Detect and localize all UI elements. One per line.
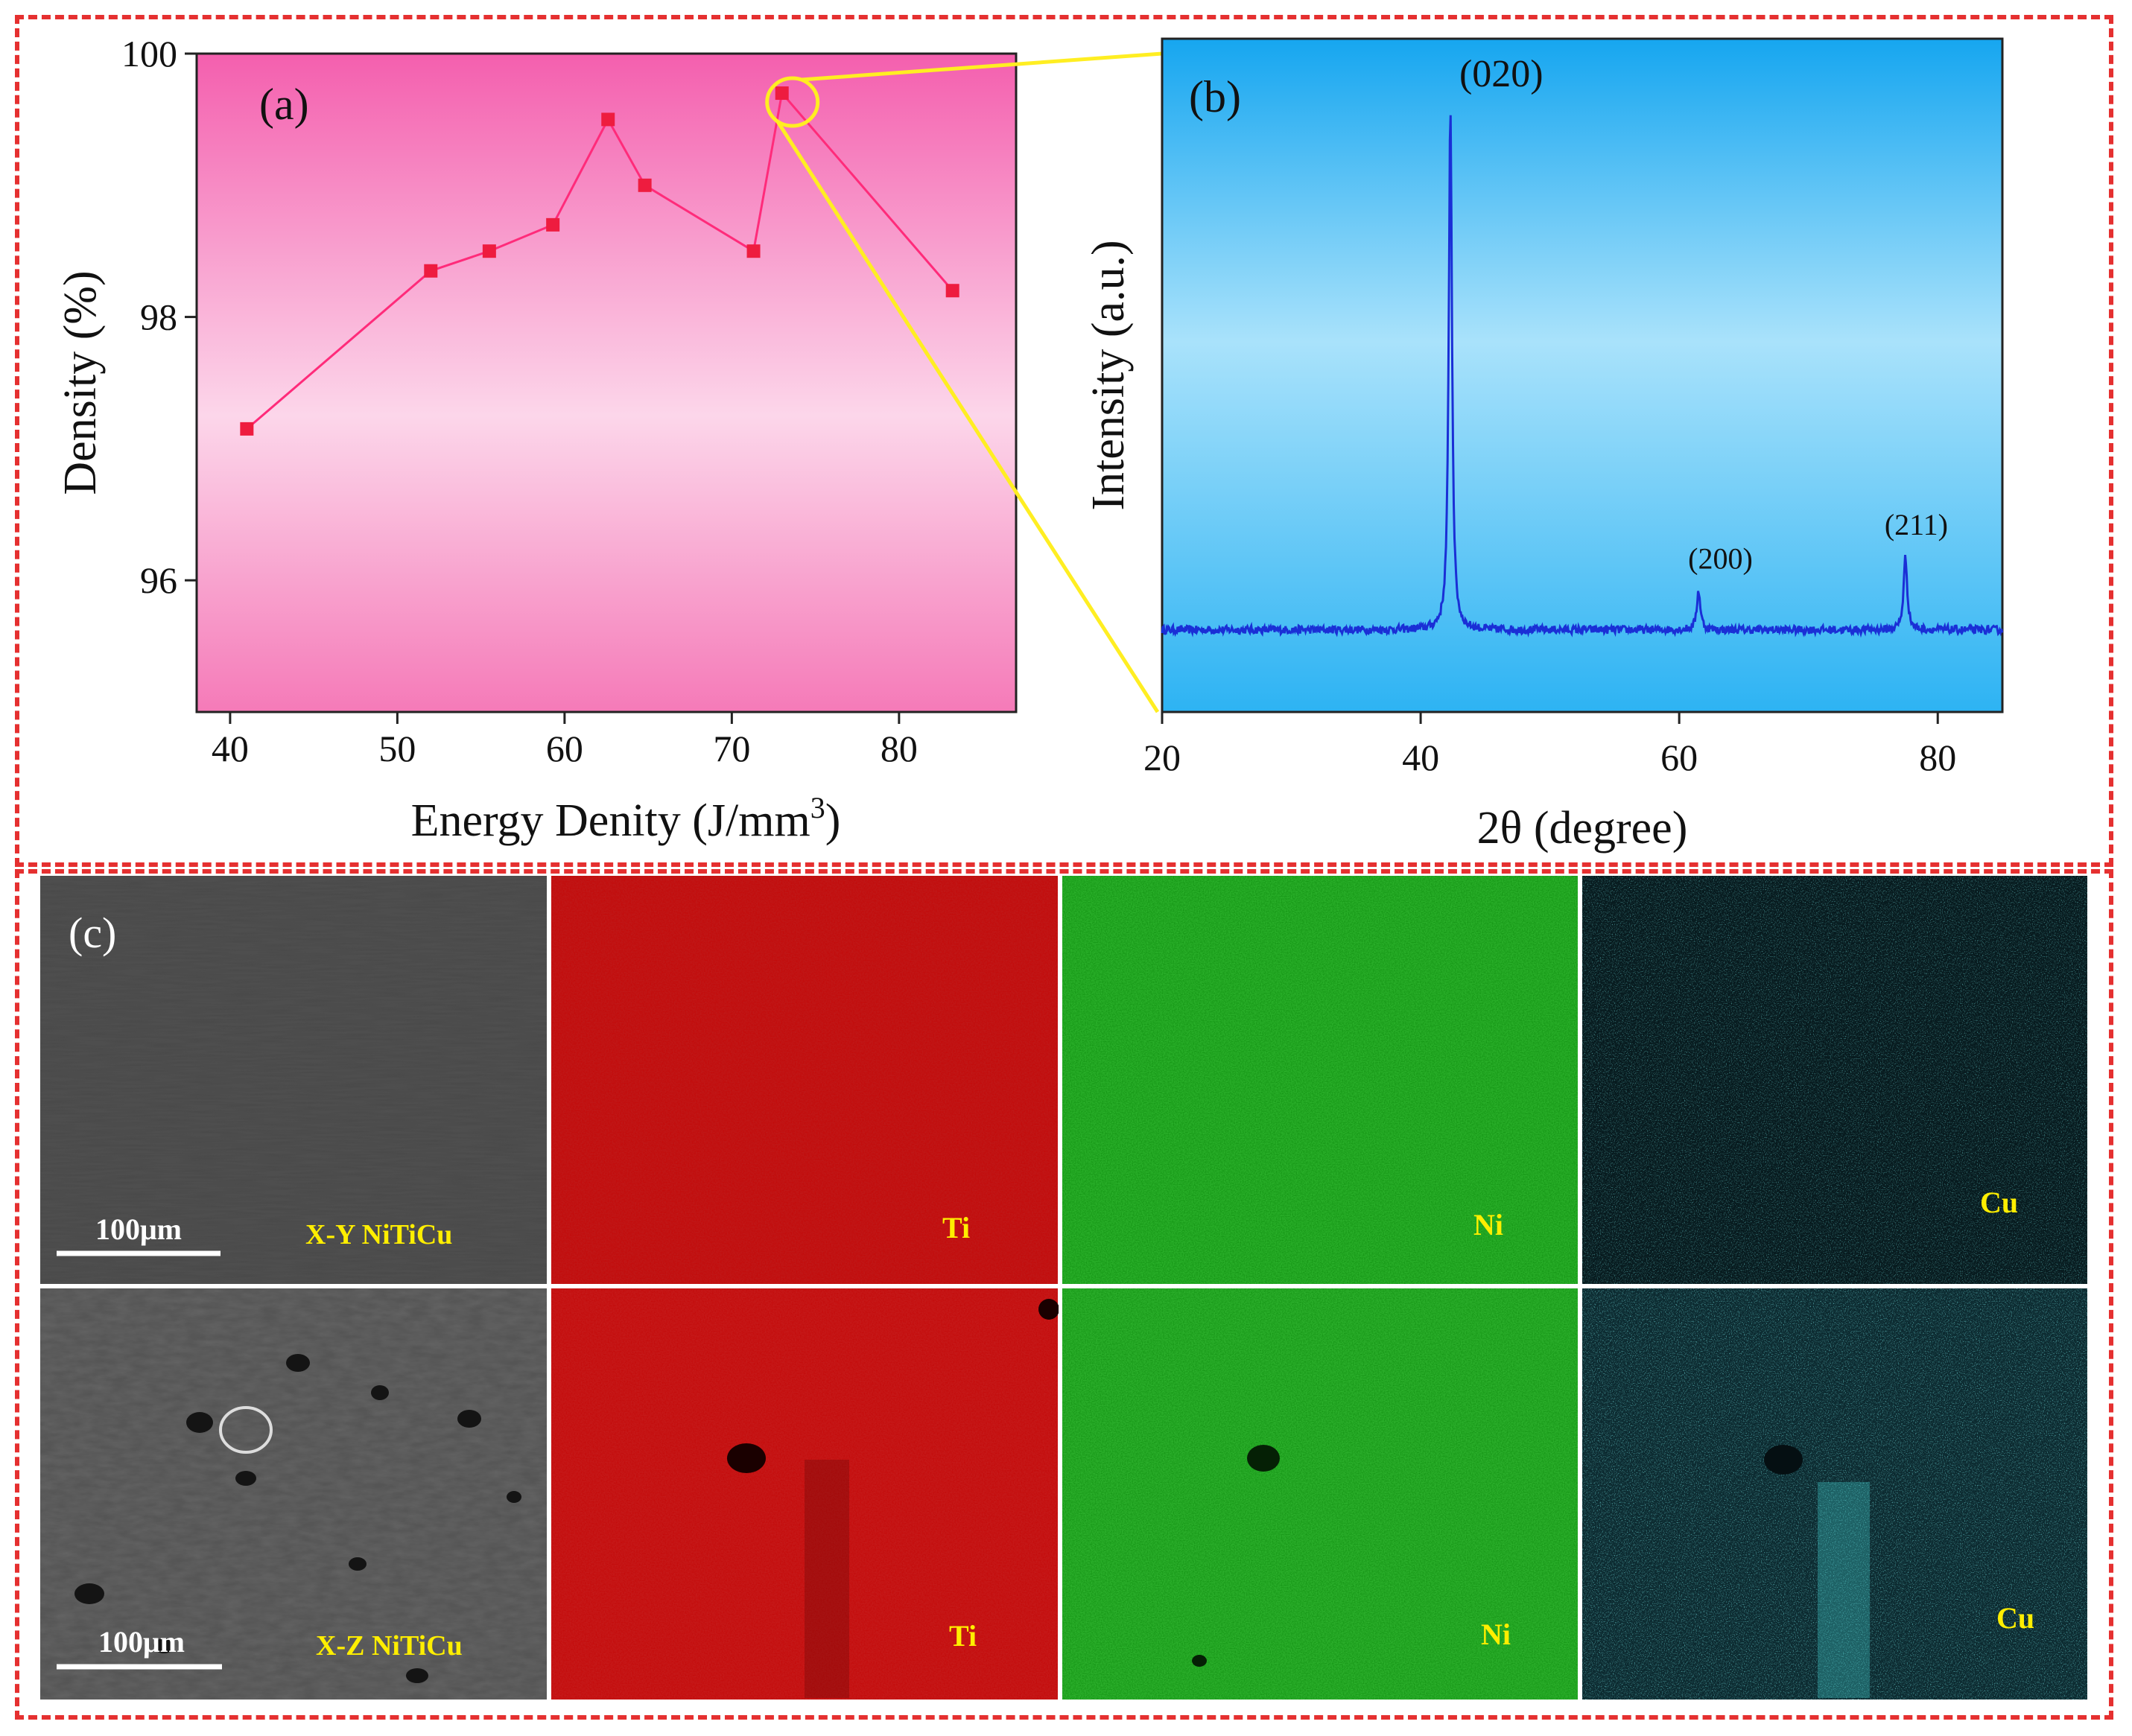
- grid-dividers: [40, 876, 2087, 1700]
- scale-bar-xy: 100μm: [57, 1212, 221, 1256]
- cu-map-xy: [1582, 876, 2087, 1284]
- panel-b-ylabel: Intensity (a.u.): [1083, 240, 1134, 510]
- cu-label-xy: Cu: [1980, 1186, 2018, 1219]
- panel-a-xtick-label: 40: [212, 728, 249, 769]
- panel-b-peak-labels: (020) (200) (211): [1459, 53, 1948, 575]
- panel-a-ytick-label: 96: [140, 559, 177, 601]
- panel-a-data-point: [746, 244, 761, 258]
- zoom-line-bottom: [775, 120, 1160, 713]
- cu-label-xz: Cu: [1996, 1601, 2034, 1635]
- ni-label-xy: Ni: [1473, 1208, 1503, 1241]
- ti-map-xz: [551, 1288, 1059, 1700]
- panel-a-markers: [240, 86, 959, 436]
- panel-a-data-point: [945, 284, 959, 298]
- panel-a-xtick-label: 60: [546, 728, 583, 769]
- scale-bar-xz: 100μm: [57, 1625, 222, 1670]
- panel-b-peak-label: (211): [1885, 508, 1948, 541]
- panel-a-data-point: [775, 86, 789, 101]
- sample-label-xz: X-Z NiTiCu: [316, 1630, 463, 1662]
- panel-c-label: (c): [69, 909, 116, 957]
- highlight-circle: [765, 76, 820, 128]
- ni-label-xz: Ni: [1481, 1618, 1511, 1651]
- ti-label-xy: Ti: [942, 1211, 970, 1244]
- panel-a-data-point: [638, 178, 652, 192]
- cu-map-xz: [1582, 1288, 2087, 1700]
- panel-a-data-point: [546, 217, 560, 232]
- panel-b-xrd-pattern: [1161, 115, 2004, 638]
- panel-a-xtick-label: 80: [881, 728, 918, 769]
- panel-b-plot-area: [1161, 37, 2004, 713]
- ni-map-xz: [1062, 1288, 1578, 1700]
- panel-b-xtick-label: 60: [1660, 737, 1698, 778]
- panel-b-chart: (b) 20 40 60 80 (020) (200) (211) Intensity (…: [1083, 37, 2004, 853]
- sem-image-xz: [40, 1288, 547, 1700]
- panel-a-label: (a): [259, 80, 309, 129]
- ti-label-xz: Ti: [949, 1619, 977, 1653]
- scale-bar-label-xy: 100μm: [95, 1212, 182, 1246]
- panel-a-data-point: [424, 264, 438, 278]
- zoom-connector: [765, 51, 1163, 713]
- panel-b-xlabel: 2θ (degree): [1477, 803, 1688, 853]
- scale-bar-label-xz: 100μm: [98, 1625, 185, 1659]
- bottom-frame: [15, 869, 2113, 1720]
- panel-a-plot-area: [195, 52, 1018, 713]
- ni-map-xy: [1062, 876, 1578, 1284]
- panel-a-xtick-label: 50: [378, 728, 416, 769]
- panel-a-data-point: [240, 422, 254, 436]
- ti-map-xy: [551, 876, 1058, 1284]
- panel-a-axes: 40 50 60 70 80 96 98 100: [121, 33, 918, 769]
- panel-a-data-point: [601, 112, 615, 127]
- panel-b-xtick-label: 40: [1402, 737, 1439, 778]
- top-frame: [15, 15, 2113, 867]
- panel-b-peak-label: (200): [1688, 541, 1753, 575]
- zoom-line-top: [801, 51, 1163, 82]
- panel-a-ylabel: Density (%): [55, 270, 106, 495]
- sem-image-xy: [40, 876, 547, 1284]
- panel-b-peak-label: (020): [1459, 53, 1544, 95]
- panel-a-ytick-label: 100: [121, 33, 177, 74]
- panel-a-xlabel: Energy Denity (J/mm3): [411, 791, 841, 846]
- panel-b-xtick-label: 80: [1919, 737, 1956, 778]
- panel-a-data-point: [482, 244, 496, 258]
- panel-b-label: (b): [1189, 72, 1241, 121]
- panel-a-ytick-label: 98: [140, 296, 177, 338]
- panel-b-axes: 20 40 60 80: [1143, 712, 1956, 778]
- sample-label-xy: X-Y NiTiCu: [305, 1219, 452, 1250]
- panel-a-xtick-label: 70: [713, 728, 750, 769]
- panel-c-eds-maps: (c) X-Y NiTiCu Ti Ni Cu X-Z NiTiCu Ti Ni…: [40, 876, 2087, 1700]
- panel-b-xtick-label: 20: [1143, 737, 1181, 778]
- panel-a-chart: (a) 40 50 60 70 80 96 98 100 Density (%) Energy…: [55, 33, 1018, 846]
